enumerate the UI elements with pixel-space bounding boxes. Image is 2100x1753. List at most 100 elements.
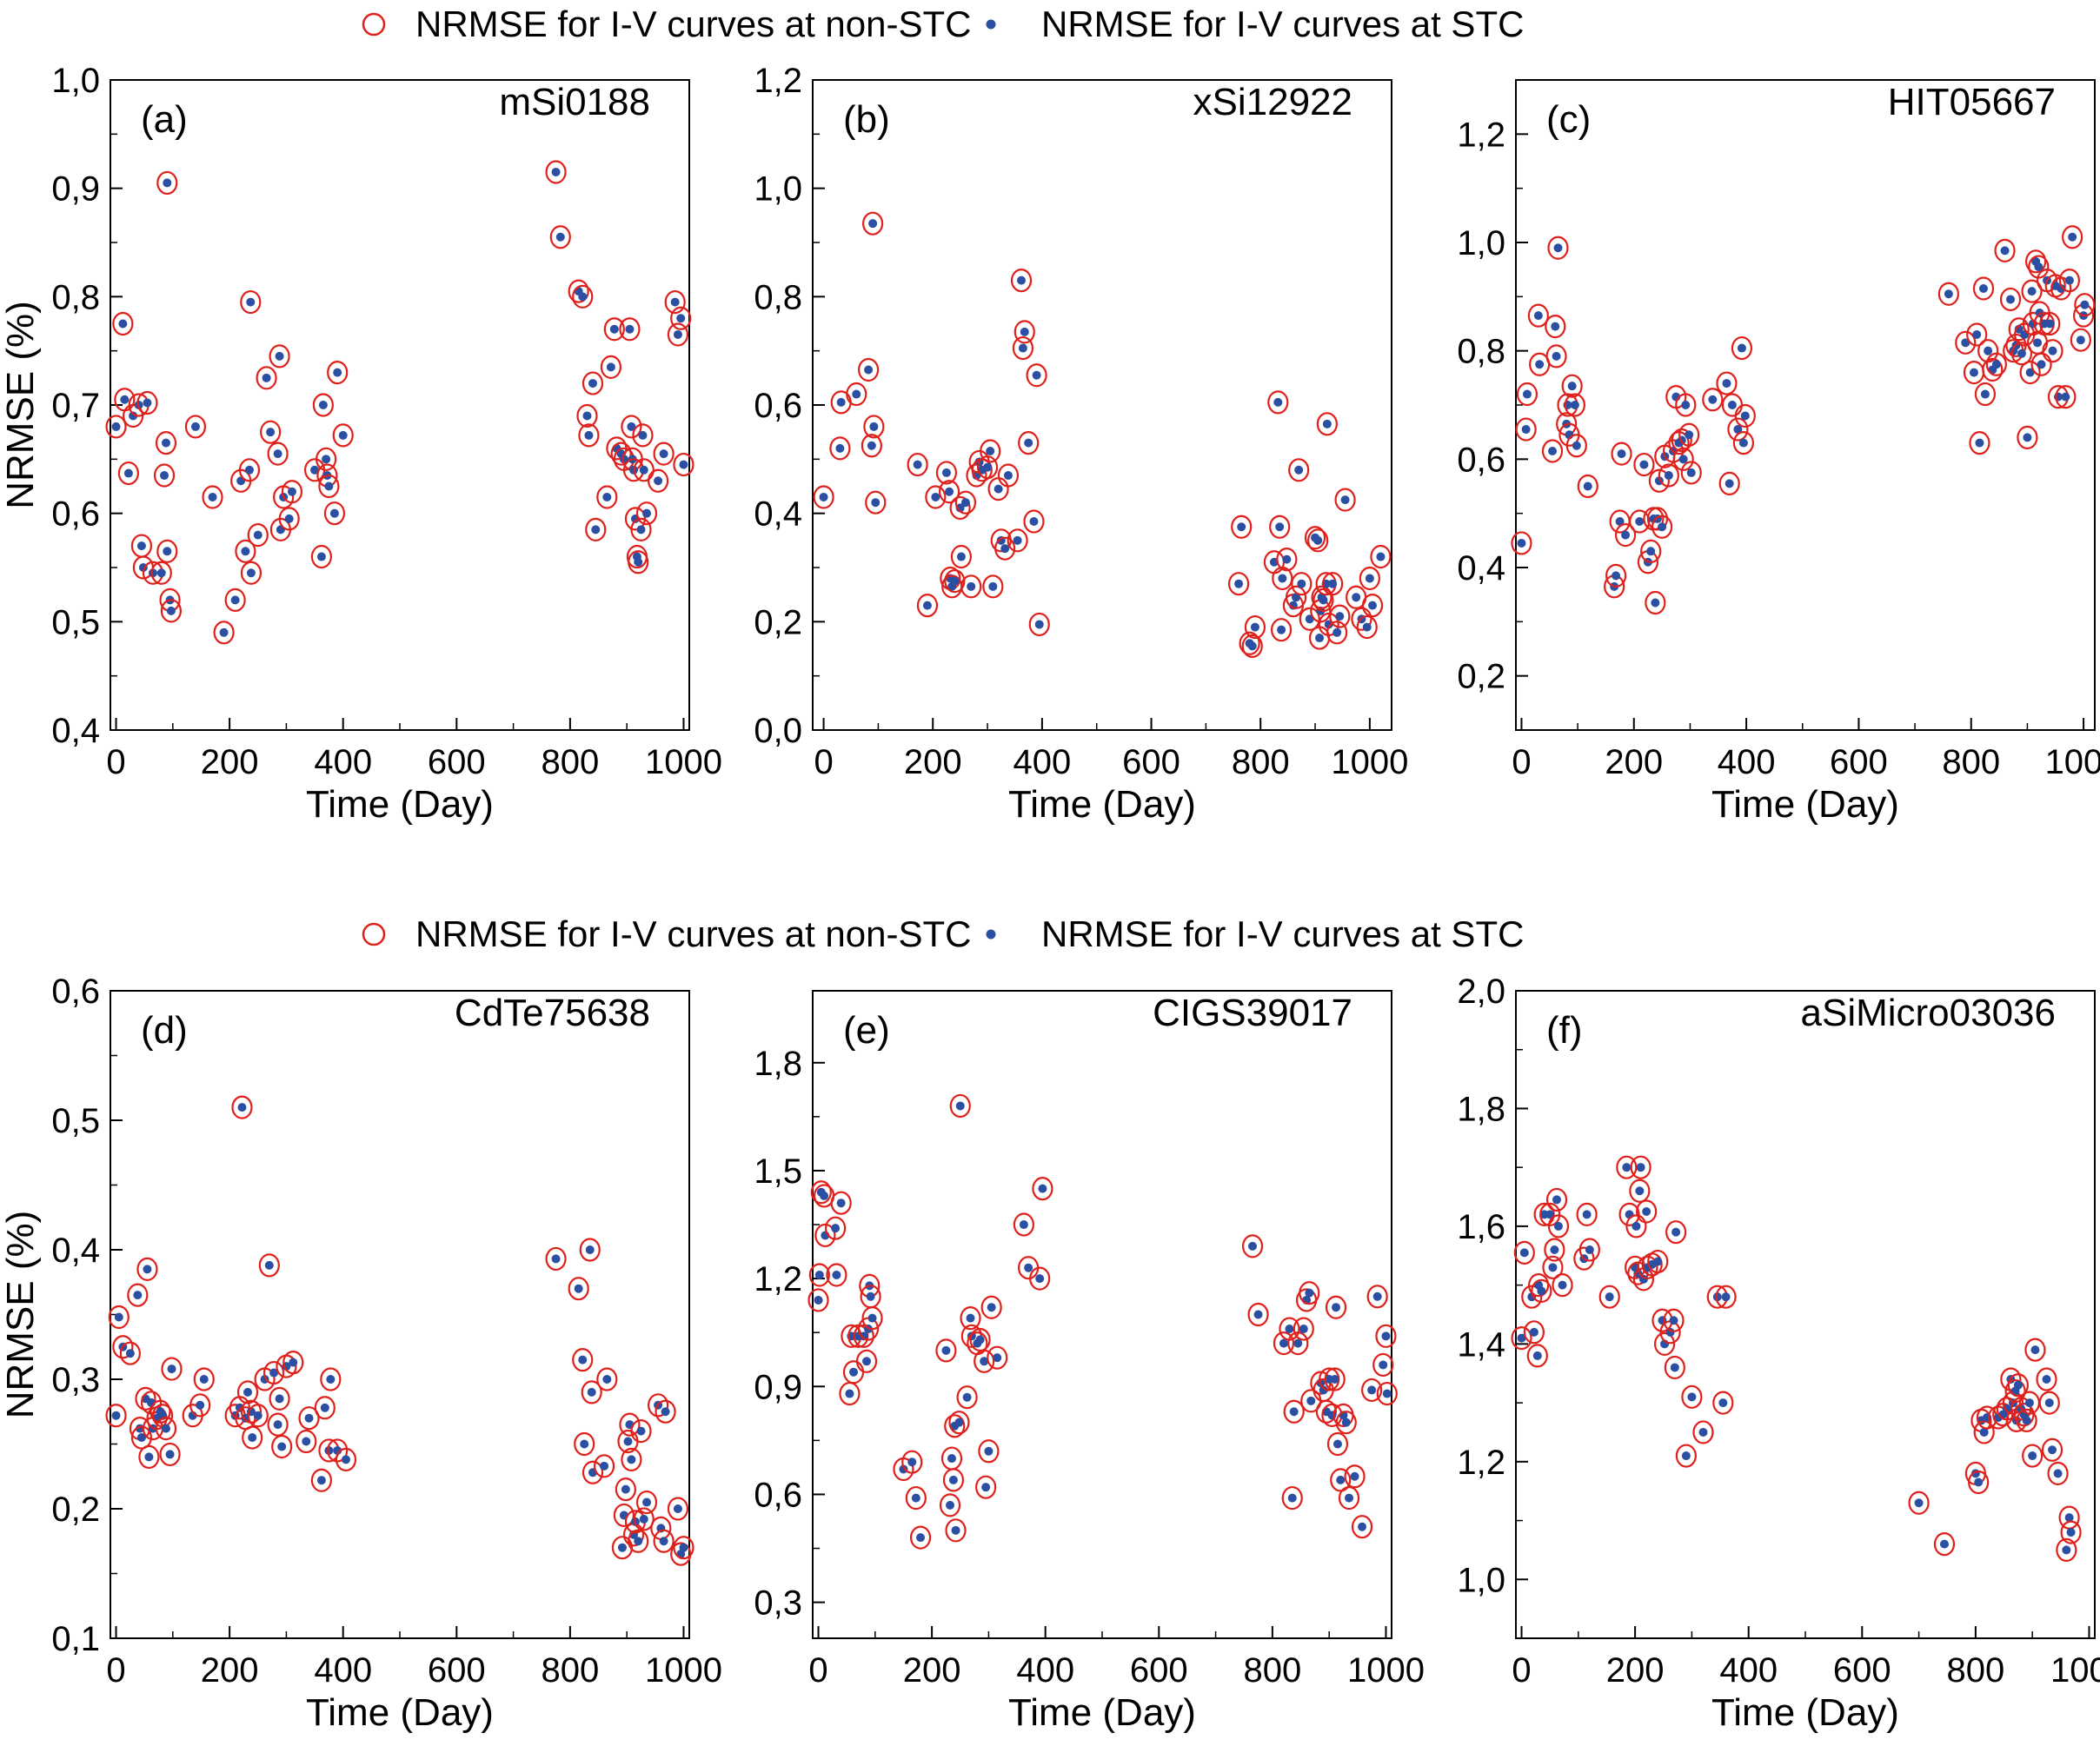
stc-point [609,324,619,334]
non-stc-point [314,1396,336,1420]
stc-point [1332,1303,1341,1312]
non-stc-point [916,594,939,618]
non-stc-point [1269,515,1291,539]
stc-point [160,471,169,481]
stc-point [1305,1288,1314,1298]
stc-point [1605,1292,1614,1302]
non-stc-point [670,306,692,330]
stc-point [1294,465,1304,475]
non-stc-point [572,284,594,309]
non-stc-point [2016,1408,2037,1433]
non-stc-point [1552,1273,1573,1298]
non-stc-point [1675,1444,1697,1468]
plot-frame [812,79,1392,731]
non-stc-point [2004,1378,2026,1404]
stc-point [2030,1345,2040,1355]
stc-point [125,1349,135,1358]
x-tick-label: 1000 [2045,743,2100,781]
stc-point [679,1543,688,1552]
stc-point [1234,579,1244,588]
stc-point [606,362,615,372]
non-stc-point [1715,1285,1737,1309]
non-stc-point [976,455,999,480]
stc-point [2045,319,2055,329]
stc-point [1708,395,1718,404]
plot-frame [1515,79,2096,731]
stc-point [2006,295,2016,304]
x-axis-title: Time (Day) [1008,1691,1196,1734]
stc-point [966,1313,975,1323]
stc-point [820,1191,829,1200]
non-stc-point [1681,1384,1703,1409]
stc-point [984,1446,994,1456]
non-stc-point [1541,439,1564,463]
non-stc-point [1547,1214,1570,1238]
stc-point [580,1439,589,1449]
non-stc-point [1515,417,1537,442]
stc-point [143,1265,152,1274]
x-tick-label: 1000 [1347,1651,1425,1690]
non-stc-point [242,1425,263,1450]
panel-label: (e) [843,1009,890,1052]
non-stc-point [549,225,571,249]
stc-point [623,1437,633,1446]
non-stc-point [1531,1278,1552,1304]
non-stc-point [975,1475,997,1499]
non-stc-point [2055,385,2077,409]
non-stc-point [1629,1179,1651,1203]
non-stc-point [1370,544,1392,569]
stc-point [1740,411,1750,421]
non-stc-point [1675,393,1697,417]
stc-point [2068,232,2077,242]
stc-point [241,547,250,556]
non-stc-point [633,458,655,482]
non-stc-point [184,415,207,439]
non-stc-point [298,1406,320,1431]
stc-point [1279,1338,1288,1348]
non-stc-point [579,1238,601,1262]
non-stc-point [807,1288,829,1312]
non-stc-point [1032,1177,1053,1201]
stc-point [2057,283,2066,293]
stc-point [636,525,646,535]
stc-point [246,568,256,578]
stc-point [852,389,861,399]
stc-point [2022,1416,2031,1425]
stc-point [642,1497,652,1507]
non-stc-point [161,1357,183,1381]
non-stc-point [578,423,600,448]
non-stc-point [1304,526,1326,550]
panel-label: (a) [141,98,188,141]
legend-top: NRMSE for I-V curves at non-STC NRMSE fo… [362,3,1524,44]
stc-point [2037,360,2046,369]
non-stc-point [909,1525,932,1550]
non-stc-point [647,1393,669,1418]
non-stc-point [1330,1468,1352,1492]
non-stc-point [2041,1438,2063,1462]
plot-frame [812,990,1392,1639]
non-stc-point [332,423,354,448]
non-stc-point [647,468,669,493]
stc-point [1737,343,1746,353]
non-stc-point [240,561,262,585]
non-stc-point [1982,357,2004,382]
x-tick-label: 400 [1718,743,1776,781]
panels: 0 200 400 600 800 1000 0,4 0,5 0,6 0,7 0,8 0,9 1,0 Ti… [0,62,2100,1734]
y-tick-label: 1,4 [1457,1325,1505,1364]
y-tick-label: 1,2 [754,1260,802,1298]
non-stc-point [1648,468,1670,493]
non-stc-point [310,1468,332,1492]
non-stc-point [1564,393,1585,417]
stc-point [1622,1163,1631,1172]
stc-point [578,1355,588,1365]
stc-point [2048,1445,2057,1455]
x-tick-label: 200 [904,743,962,781]
y-tick-label: 1,0 [51,62,100,100]
stc-point [248,1433,257,1443]
non-stc-point [105,415,127,439]
stc-point [1282,554,1292,564]
non-stc-point [1618,1202,1640,1226]
non-stc-point [119,1341,141,1365]
non-stc-point [810,1180,832,1205]
stc-point [866,1292,875,1301]
